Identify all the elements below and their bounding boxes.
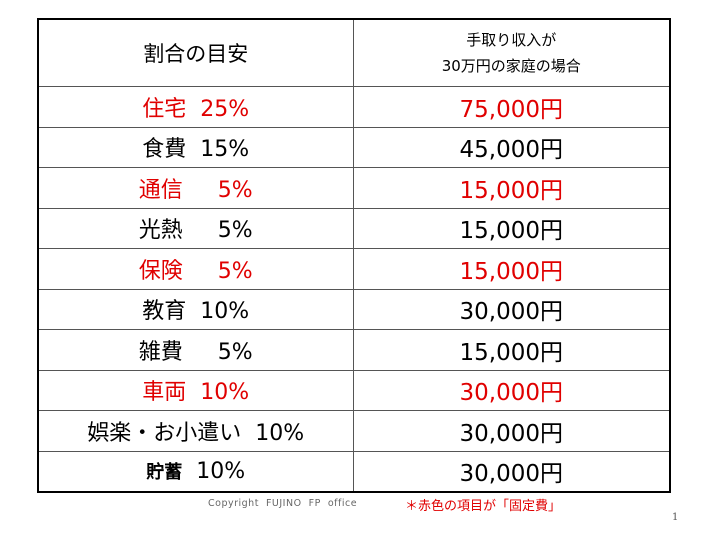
category-spacer [241, 421, 255, 446]
category-percent: 10% [255, 420, 305, 446]
category-cell: 保険 5% [37, 248, 354, 290]
category-label: 娯楽・お小遣い [87, 420, 242, 446]
header-income-line1: 手取り収入が [466, 31, 557, 49]
category-spacer [186, 380, 200, 405]
table-row: 食費 15% 45,000円 [37, 126, 671, 168]
category-percent: 15% [200, 137, 250, 163]
category-label: 住宅 [142, 96, 187, 122]
category-cell: 光熱 5% [37, 207, 354, 249]
category-cell: 教育 10% [37, 288, 354, 330]
fixed-cost-note: ＊赤色の項目が「固定費」 [405, 499, 562, 514]
table-header-row: 割合の目安 手取り収入が 30万円の家庭の場合 [37, 18, 671, 87]
category-label: 教育 [142, 299, 187, 325]
category-label: 光熱 [138, 218, 183, 244]
category-spacer [186, 137, 200, 162]
amount-cell: 30,000円 [352, 369, 671, 411]
table-row: 光熱 5% 15,000円 [37, 207, 671, 249]
table-row: 車両 10% 30,000円 [37, 369, 671, 411]
amount-cell: 15,000円 [352, 207, 671, 249]
category-label: 車両 [142, 380, 187, 406]
category-cell: 雑費 5% [37, 329, 354, 371]
budget-table: 割合の目安 手取り収入が 30万円の家庭の場合 住宅 25% 75,000円 食費 … [37, 18, 671, 493]
table-row: 保険 5% 15,000円 [37, 248, 671, 290]
category-cell: 住宅 25% [37, 86, 354, 128]
amount-cell: 45,000円 [352, 126, 671, 168]
category-label: 貯蓄 [146, 462, 183, 484]
category-percent: 5% [217, 218, 253, 244]
header-income-line2: 30万円の家庭の場合 [441, 57, 581, 75]
category-cell: 食費 15% [37, 126, 354, 168]
amount-cell: 30,000円 [352, 450, 671, 493]
category-percent: 5% [217, 339, 253, 365]
category-cell: 車両 10% [37, 369, 354, 411]
category-label: 通信 [138, 177, 183, 203]
table-row: 雑費 5% 15,000円 [37, 329, 671, 371]
category-spacer [182, 459, 196, 484]
amount-cell: 15,000円 [352, 248, 671, 290]
category-percent: 5% [217, 177, 253, 203]
category-percent: 25% [200, 96, 250, 122]
category-percent: 5% [217, 258, 253, 284]
table-row: 貯蓄 10% 30,000円 [37, 450, 671, 493]
category-spacer [186, 299, 200, 324]
category-spacer [183, 218, 218, 243]
category-percent: 10% [200, 299, 250, 325]
category-label: 雑費 [138, 339, 183, 365]
category-percent: 10% [200, 380, 250, 406]
budget-rows: 住宅 25% 75,000円 食費 15% 45,000円 通信 5% 15,000円 光熱… [37, 86, 671, 493]
amount-cell: 15,000円 [352, 167, 671, 209]
table-row: 娯楽・お小遣い 10% 30,000円 [37, 410, 671, 452]
table-row: 住宅 25% 75,000円 [37, 86, 671, 128]
amount-cell: 75,000円 [352, 86, 671, 128]
category-spacer [186, 97, 200, 122]
category-spacer [183, 259, 218, 284]
category-cell: 貯蓄 10% [37, 450, 354, 493]
table-row: 教育 10% 30,000円 [37, 288, 671, 330]
category-cell: 娯楽・お小遣い 10% [37, 410, 354, 452]
amount-cell: 15,000円 [352, 329, 671, 371]
table-row: 通信 5% 15,000円 [37, 167, 671, 209]
copyright-text: Copyright FUJINO FP office [208, 498, 358, 509]
category-spacer [183, 340, 218, 365]
amount-cell: 30,000円 [352, 288, 671, 330]
category-percent: 10% [196, 459, 246, 485]
category-label: 保険 [138, 258, 183, 284]
category-spacer [183, 178, 218, 203]
header-income-case: 手取り収入が 30万円の家庭の場合 [352, 18, 671, 87]
page-number: 1 [672, 512, 679, 523]
header-ratio-guide: 割合の目安 [37, 18, 354, 87]
category-cell: 通信 5% [37, 167, 354, 209]
amount-cell: 30,000円 [352, 410, 671, 452]
category-label: 食費 [142, 137, 187, 163]
